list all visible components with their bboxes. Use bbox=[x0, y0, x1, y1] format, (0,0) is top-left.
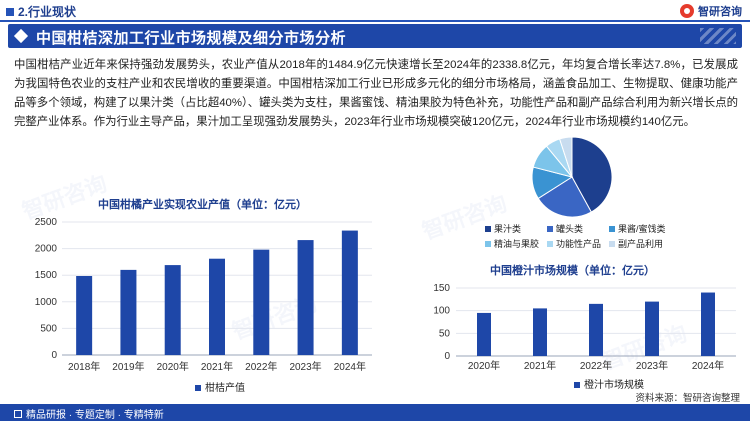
pie-legend-label: 罐头类 bbox=[556, 224, 584, 234]
pie-legend-item: 罐头类 bbox=[547, 222, 583, 235]
pie-legend: 果汁类 罐头类 果酱/蜜饯类精油与果胶 功能性产品 副产品利用 bbox=[485, 222, 735, 252]
pie-legend-item: 果酱/蜜饯类 bbox=[609, 222, 666, 235]
header-divider bbox=[0, 20, 750, 22]
y-tick-label: 100 bbox=[433, 306, 450, 317]
x-tick-label: 2024年 bbox=[692, 359, 724, 372]
pie-legend-label: 果汁类 bbox=[494, 224, 522, 234]
x-tick-label: 2024年 bbox=[334, 360, 366, 373]
x-tick-label: 2023年 bbox=[636, 359, 668, 372]
diamond-icon bbox=[13, 28, 29, 44]
footer-slogan: 精品研报 · 专题定制 · 专精特新 bbox=[14, 406, 164, 421]
pie-legend-swatch bbox=[609, 225, 615, 232]
y-tick-label: 150 bbox=[433, 283, 450, 294]
x-tick-label: 2023年 bbox=[289, 360, 321, 373]
y-tick-label: 0 bbox=[51, 350, 57, 361]
brand-name: 智研咨询 bbox=[698, 6, 742, 18]
source-note: 资料来源：智研咨询整理 bbox=[635, 393, 740, 404]
pie-legend-swatch bbox=[485, 240, 491, 247]
y-tick-label: 500 bbox=[40, 323, 57, 334]
pie-legend-swatch bbox=[547, 240, 553, 247]
bar bbox=[589, 303, 603, 356]
x-tick-label: 2020年 bbox=[468, 359, 500, 372]
pie-legend-item: 功能性产品 bbox=[547, 237, 601, 250]
pie-legend-label: 副产品利用 bbox=[618, 239, 664, 249]
page-title: 中国柑桔深加工行业市场规模及细分市场分析 bbox=[36, 30, 347, 47]
bar bbox=[120, 269, 137, 355]
intro-paragraph: 中国柑桔产业近年来保持强劲发展势头，农业产值从2018年的1484.9亿元快速增… bbox=[14, 59, 738, 128]
y-tick-label: 50 bbox=[439, 328, 451, 339]
pie-slice bbox=[571, 136, 613, 213]
bar bbox=[209, 258, 225, 355]
bar bbox=[164, 265, 181, 355]
y-tick-label: 2500 bbox=[35, 217, 58, 228]
pie-legend-swatch bbox=[547, 225, 553, 232]
legend-swatch bbox=[574, 382, 580, 388]
pie-legend-swatch bbox=[485, 225, 491, 232]
y-tick-label: 1000 bbox=[35, 297, 58, 308]
pie-legend-label: 果酱/蜜饯类 bbox=[618, 224, 666, 234]
section-label-text: 2.行业现状 bbox=[18, 5, 77, 19]
x-tick-label: 2019年 bbox=[112, 360, 144, 373]
left-bar-chart: 0 500 1000 1500 2000 2500 2018年 2019年 2020年 2021年… bbox=[35, 217, 372, 394]
bar bbox=[253, 249, 270, 355]
pie-legend-item: 副产品利用 bbox=[609, 237, 663, 250]
x-tick-label: 2018年 bbox=[68, 360, 100, 373]
x-tick-label: 2021年 bbox=[524, 359, 556, 372]
pie-legend-item: 果汁类 bbox=[485, 222, 521, 235]
stripes-decoration bbox=[700, 28, 736, 44]
right-chart-title: 中国橙汁市场规模（单位：亿元） bbox=[490, 265, 655, 277]
pie-legend-label: 功能性产品 bbox=[556, 239, 602, 249]
bar bbox=[76, 276, 93, 355]
section-label: 2.行业现状 bbox=[6, 3, 76, 20]
legend-label: 柑桔产值 bbox=[205, 381, 245, 394]
pie-legend-label: 精油与果胶 bbox=[494, 239, 540, 249]
square-outline-icon bbox=[14, 409, 22, 418]
x-tick-label: 2021年 bbox=[201, 360, 233, 373]
legend-label: 橙汁市场规模 bbox=[584, 378, 644, 391]
top-header: 2.行业现状 智研咨询 bbox=[0, 0, 750, 22]
section-square-icon bbox=[6, 7, 14, 16]
y-tick-label: 2000 bbox=[35, 244, 58, 255]
pie-legend-item: 精油与果胶 bbox=[485, 237, 539, 250]
y-tick-label: 1500 bbox=[35, 270, 58, 281]
bar bbox=[297, 240, 314, 355]
bar bbox=[477, 312, 491, 356]
pie-chart bbox=[531, 136, 613, 218]
y-tick-label: 0 bbox=[444, 351, 450, 362]
bar bbox=[341, 230, 358, 355]
pie-slice bbox=[559, 136, 573, 178]
footer-band: 精品研报 · 专题定制 · 专精特新 bbox=[0, 404, 750, 421]
legend-swatch bbox=[195, 385, 201, 391]
bar bbox=[645, 301, 659, 356]
bar bbox=[701, 292, 715, 356]
x-tick-label: 2020年 bbox=[157, 360, 189, 373]
footer-slogan-text: 精品研报 · 专题定制 · 专精特新 bbox=[26, 410, 164, 421]
brand-logo: 智研咨询 bbox=[680, 3, 742, 19]
x-tick-label: 2022年 bbox=[580, 359, 612, 372]
pie-legend-swatch bbox=[609, 240, 615, 247]
x-tick-label: 2022年 bbox=[245, 360, 277, 373]
page-title-bar: 中国柑桔深加工行业市场规模及细分市场分析 bbox=[8, 24, 742, 48]
pie-slice bbox=[537, 176, 592, 218]
bar bbox=[533, 308, 547, 356]
left-chart-title: 中国柑橘产业实现农业产值（单位：亿元） bbox=[98, 199, 307, 211]
brand-circle-icon bbox=[680, 4, 694, 18]
